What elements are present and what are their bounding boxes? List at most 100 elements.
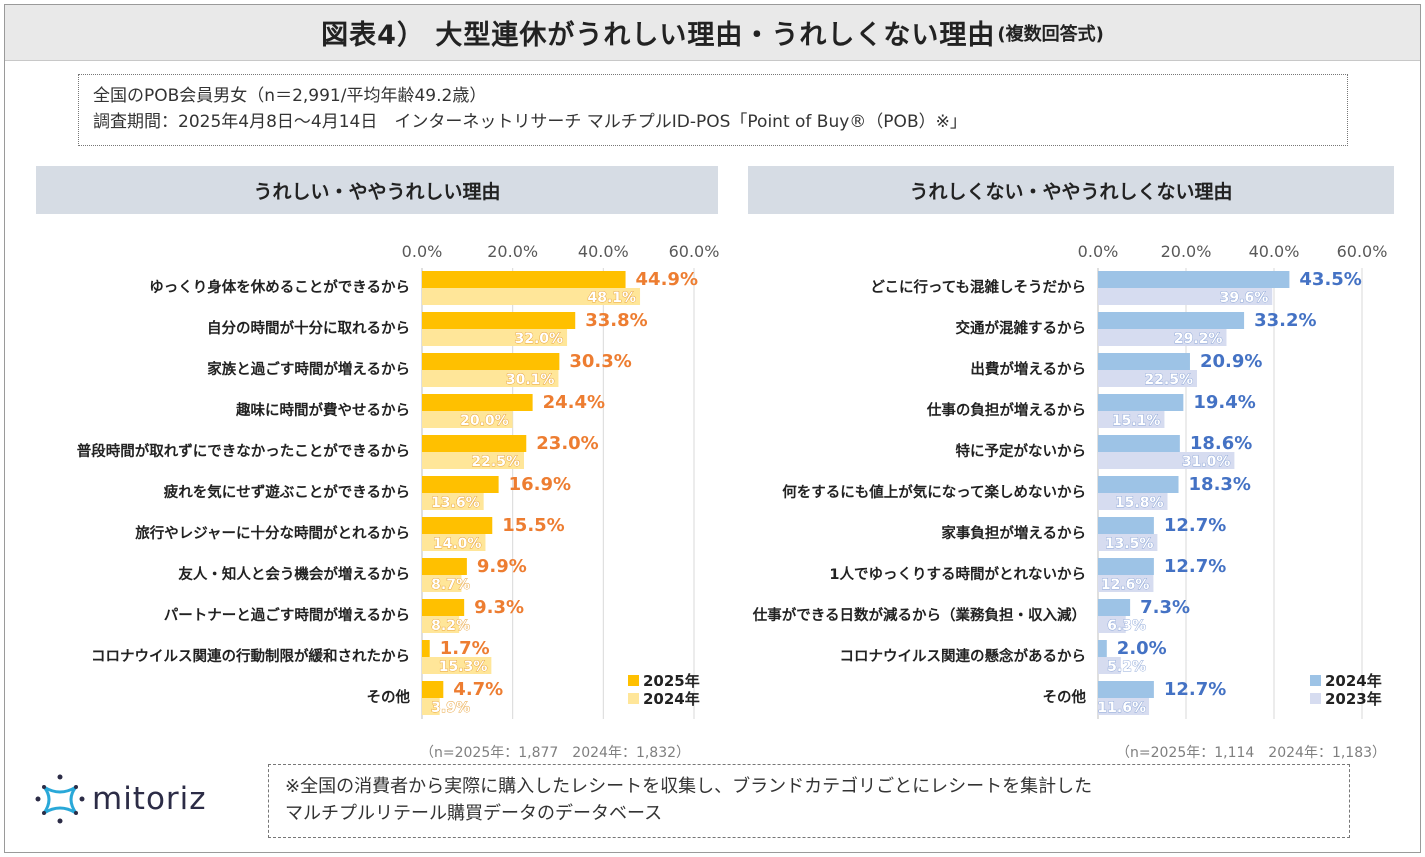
footnote-line-2: マルチプルリテール購買データのデータベース <box>285 803 663 824</box>
left-label-2024年: 14.0% <box>433 536 482 552</box>
left-category-label: ゆっくり身体を休めることができるから <box>149 278 410 296</box>
left-label-2024年: 15.3% <box>439 659 488 675</box>
right-label-2024年: 18.6% <box>1190 433 1252 454</box>
right-label-2024年: 7.3% <box>1140 597 1190 618</box>
left-bar-2024年 <box>422 575 462 592</box>
left-bar-2025年 <box>422 599 465 616</box>
left-label-2025年: 24.4% <box>543 392 605 413</box>
logo-text: mitoriz <box>92 781 207 817</box>
footnote-line-1: ※全国の消費者から実際に購入したレシートを収集し、ブランドカテゴリごとにレシート… <box>285 776 1093 797</box>
right-legend-label: 2023年 <box>1325 690 1382 708</box>
right-label-2024年: 12.7% <box>1164 679 1226 700</box>
right-bar-2024年 <box>1098 599 1131 616</box>
right-bar-2023年 <box>1098 493 1168 510</box>
left-bar-2024年 <box>422 534 486 551</box>
left-label-2025年: 4.7% <box>453 679 503 700</box>
right-label-2023年: 29.2% <box>1174 331 1223 347</box>
right-label-2023年: 13.5% <box>1105 536 1154 552</box>
right-bar-2023年 <box>1098 452 1235 469</box>
right-label-2024年: 20.9% <box>1200 351 1262 372</box>
right-label-2024年: 43.5% <box>1299 269 1361 290</box>
title-bar: 図表4） 大型連休がうれしい理由・うれしくない理由 (複数回答式) <box>5 5 1420 61</box>
figure-title: 図表4） 大型連休がうれしい理由・うれしくない理由 <box>321 20 996 51</box>
left-category-label: パートナーと過ごす時間が増えるから <box>164 606 410 624</box>
right-bar-2023年 <box>1098 411 1165 428</box>
right-category-label: 家事負担が増えるから <box>941 524 1086 542</box>
left-chart: 0.0% 20.0% 40.0% 60.0% ゆっくり身体を休めることができるから 44.… <box>77 242 720 760</box>
right-bar-2024年 <box>1098 517 1154 534</box>
right-label-2023年: 11.6% <box>1097 700 1146 716</box>
left-label-2024年: 3.9% <box>431 700 470 716</box>
right-bar-2024年 <box>1098 394 1184 411</box>
right-tick-label: 20.0% <box>1161 242 1212 261</box>
mitoriz-logo: mitoriz <box>34 764 254 834</box>
left-bar-2025年 <box>422 476 499 493</box>
right-legend-label: 2024年 <box>1325 672 1382 690</box>
survey-info-box: 全国のPOB会員男女（n＝2,991/平均年齢49.2歳） 調査期間：2025年… <box>78 74 1348 146</box>
left-tick-label: 40.0% <box>578 242 629 261</box>
left-bar-2025年 <box>422 353 560 370</box>
right-legend-swatch <box>1310 693 1321 704</box>
left-bar-2024年 <box>422 493 484 510</box>
footnote-box: ※全国の消費者から実際に購入したレシートを収集し、ブランドカテゴリごとにレシート… <box>268 764 1350 838</box>
right-bar-2024年 <box>1098 353 1190 370</box>
right-panel-header: うれしくない・ややうれしくない理由 <box>748 166 1394 214</box>
left-label-2025年: 30.3% <box>569 351 631 372</box>
left-legend-swatch <box>628 693 639 704</box>
left-bar-2025年 <box>422 517 493 534</box>
left-bar-2024年 <box>422 698 440 715</box>
figure-title-suffix: (複数回答式) <box>997 23 1104 45</box>
right-label-2024年: 12.7% <box>1164 556 1226 577</box>
survey-info-line-1: 全国のPOB会員男女（n＝2,991/平均年齢49.2歳） <box>93 86 487 106</box>
left-label-2025年: 15.5% <box>502 515 564 536</box>
right-sample-note: （n=2025年：1,114 2024年：1,183） <box>1116 745 1386 760</box>
left-label-2024年: 32.0% <box>514 331 563 347</box>
right-label-2023年: 15.1% <box>1112 413 1161 429</box>
left-label-2025年: 9.9% <box>477 556 527 577</box>
left-bar-2024年 <box>422 329 568 346</box>
right-label-2024年: 33.2% <box>1254 310 1316 331</box>
right-category-label: 特に予定がないから <box>956 442 1087 460</box>
left-label-2024年: 22.5% <box>471 454 520 470</box>
right-label-2023年: 31.0% <box>1182 454 1231 470</box>
right-bar-2024年 <box>1098 476 1179 493</box>
right-category-label: 出費が増えるから <box>970 360 1086 378</box>
right-label-2023年: 6.3% <box>1107 618 1146 634</box>
left-bar-2025年 <box>422 435 527 452</box>
right-category-label: コロナウイルス関連の懸念があるから <box>840 647 1087 665</box>
right-bar-2023年 <box>1098 657 1121 674</box>
right-category-label: 何をするにも値上が気になって楽しめないから <box>782 483 1086 501</box>
left-category-label: 普段時間が取れずにできなかったことができるから <box>77 442 410 460</box>
right-bar-2024年 <box>1098 435 1180 452</box>
left-tick-label: 60.0% <box>669 242 720 261</box>
right-bar-2023年 <box>1098 534 1158 551</box>
right-tick-label: 40.0% <box>1249 242 1300 261</box>
right-tick-label: 60.0% <box>1337 242 1388 261</box>
right-legend-swatch <box>1310 675 1321 686</box>
right-label-2024年: 12.7% <box>1164 515 1226 536</box>
left-label-2024年: 13.6% <box>431 495 480 511</box>
right-category-label: 仕事ができる日数が減るから（業務負担・収入減） <box>752 606 1086 624</box>
left-bar-2024年 <box>422 288 641 305</box>
left-label-2025年: 16.9% <box>509 474 571 495</box>
right-bar-2023年 <box>1098 698 1150 715</box>
right-label-2024年: 2.0% <box>1117 638 1167 659</box>
left-label-2024年: 8.2% <box>431 618 470 634</box>
left-label-2024年: 30.1% <box>506 372 555 388</box>
right-bar-2024年 <box>1098 640 1107 657</box>
right-category-label: その他 <box>1043 688 1087 706</box>
left-bar-2025年 <box>422 271 626 288</box>
left-label-2025年: 44.9% <box>636 269 698 290</box>
left-label-2025年: 33.8% <box>585 310 647 331</box>
right-bar-2023年 <box>1098 329 1227 346</box>
survey-info-line-2: 調査期間：2025年4月8日～4月14日 インターネットリサーチ マルチプルID… <box>93 112 967 132</box>
logo-icon <box>35 774 85 824</box>
right-bar-2024年 <box>1098 681 1154 698</box>
left-category-label: その他 <box>367 688 411 706</box>
left-category-label: 趣味に時間が費やせるから <box>235 401 410 419</box>
right-label-2024年: 18.3% <box>1189 474 1251 495</box>
right-category-label: 交通が混雑するから <box>956 319 1087 337</box>
right-bar-2023年 <box>1098 370 1197 387</box>
right-label-2023年: 22.5% <box>1144 372 1193 388</box>
right-label-2023年: 15.8% <box>1115 495 1164 511</box>
